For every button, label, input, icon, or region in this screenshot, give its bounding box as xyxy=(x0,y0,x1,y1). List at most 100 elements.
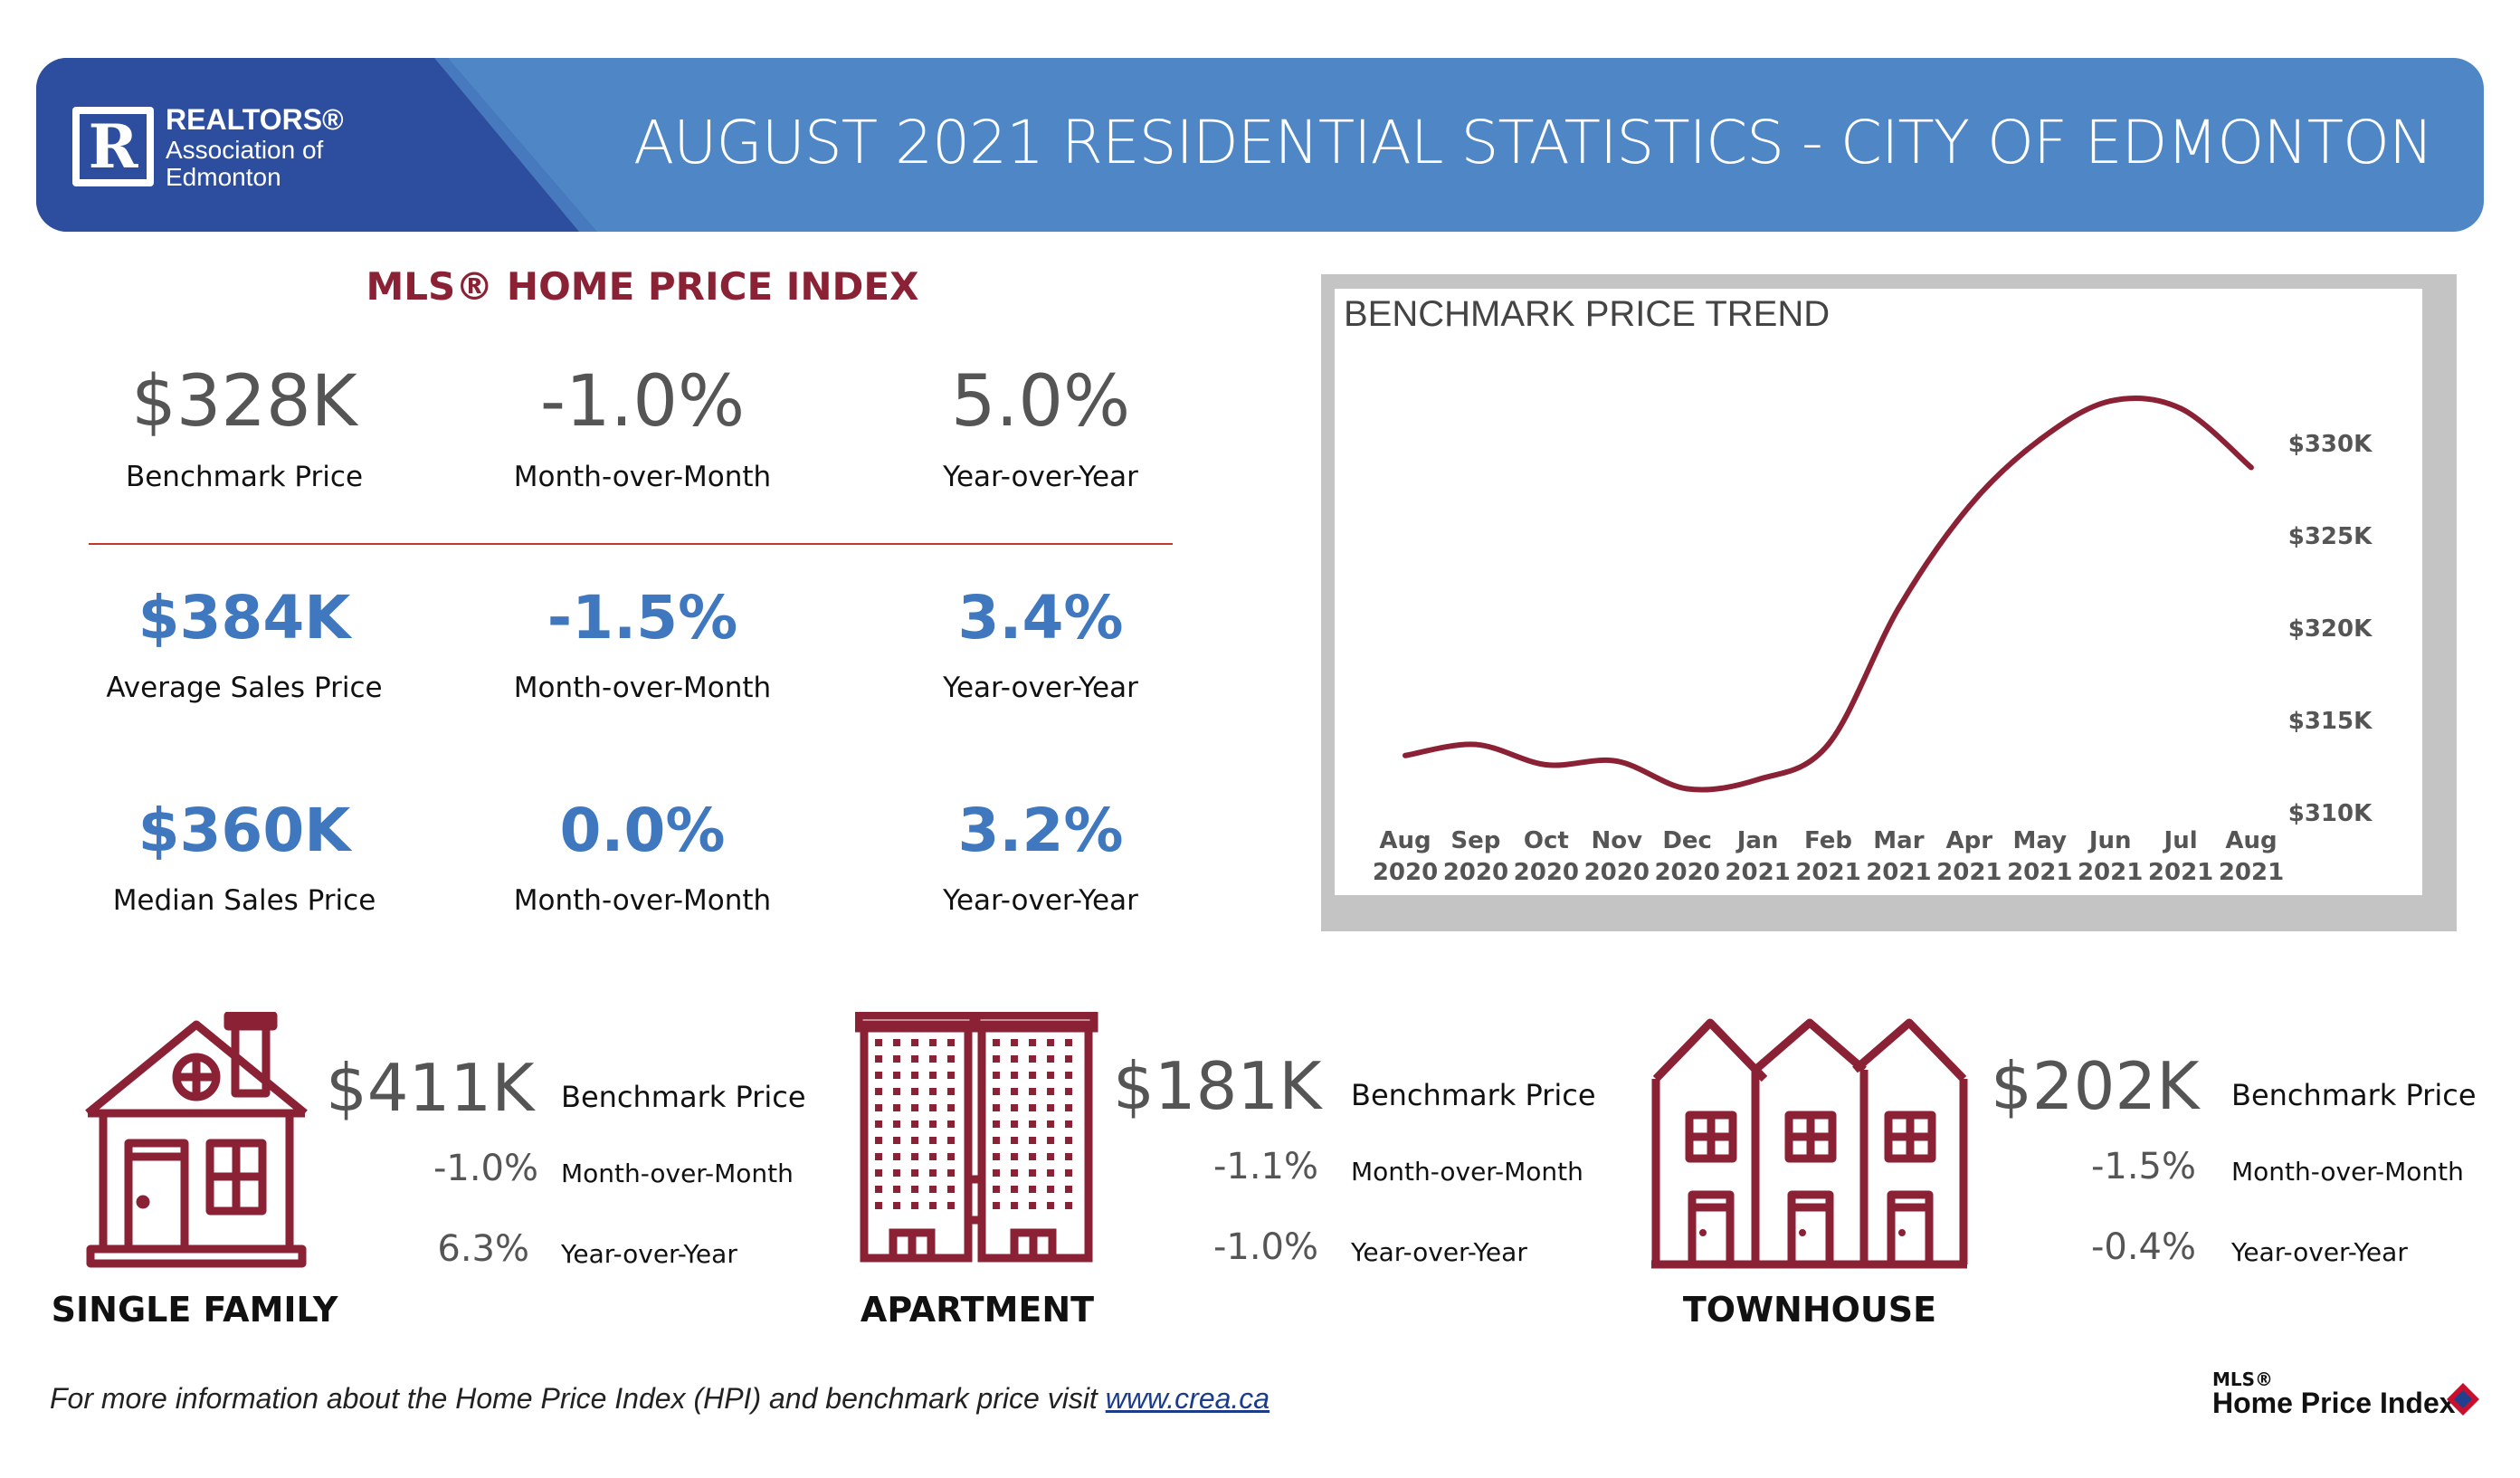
townhouse-mom: -1.5% xyxy=(2090,1146,2196,1187)
benchmark-price-stat: $328K Benchmark Price xyxy=(81,367,407,493)
single-family-benchmark: $411K xyxy=(326,1050,535,1126)
x-tick-month: May xyxy=(2012,827,2067,854)
stat-value: 3.2% xyxy=(957,796,1124,865)
apartment-benchmark-label: Benchmark Price xyxy=(1351,1078,1596,1112)
apartment-mom: -1.1% xyxy=(1212,1146,1318,1187)
townhouse-yoy-label: Year-over-Year xyxy=(2231,1237,2408,1267)
stat-label: Year-over-Year xyxy=(943,672,1138,704)
y-tick-label: $325K xyxy=(2288,523,2373,550)
crea-link[interactable]: www.crea.ca xyxy=(1105,1382,1270,1415)
data-point xyxy=(1472,741,1479,748)
stat-label: Month-over-Month xyxy=(513,461,772,493)
stat-label: Benchmark Price xyxy=(125,461,364,493)
x-tick-month: Apr xyxy=(1946,827,1993,854)
x-tick-month: Dec xyxy=(1662,827,1712,854)
x-tick-month: Jul xyxy=(2163,827,2198,854)
data-point xyxy=(2178,405,2184,412)
mls-logo-small-text: MLS® xyxy=(2212,1368,2274,1390)
y-tick-label: $310K xyxy=(2288,800,2373,827)
single-family-mom-label: Month-over-Month xyxy=(561,1159,794,1188)
x-tick-year: 2021 xyxy=(1866,859,1931,886)
x-tick-year: 2021 xyxy=(2007,859,2072,886)
data-point xyxy=(1825,741,1831,748)
data-point xyxy=(2107,398,2114,405)
logo-line-3: Edmonton xyxy=(166,163,281,191)
x-tick-month: Jan xyxy=(1735,827,1779,854)
x-tick-year: 2020 xyxy=(1584,859,1650,886)
data-point xyxy=(1754,777,1761,783)
mls-logo-text: Home Price Index xyxy=(2212,1387,2456,1419)
average-mom-stat: -1.5% Month-over-Month xyxy=(480,588,805,705)
single-family-benchmark-label: Benchmark Price xyxy=(561,1080,806,1114)
stat-label: Year-over-Year xyxy=(943,884,1138,917)
x-tick-year: 2020 xyxy=(1654,859,1719,886)
x-tick-month: Jun xyxy=(2087,827,2132,854)
townhouse-label: TOWNHOUSE xyxy=(1682,1290,1937,1330)
average-yoy-stat: 3.4% Year-over-Year xyxy=(878,583,1203,705)
apartment-benchmark: $181K xyxy=(1113,1048,1322,1124)
single-family-mom: -1.0% xyxy=(433,1148,538,1189)
median-price-stat: $360K Median Sales Price xyxy=(81,796,407,918)
average-price-stat: $384K Average Sales Price xyxy=(81,583,407,705)
stat-value: $384K xyxy=(138,583,351,653)
data-point xyxy=(1896,605,1902,611)
data-point xyxy=(1403,752,1408,758)
stat-value: -1.0% xyxy=(539,361,746,443)
stat-value: 5.0% xyxy=(950,361,1131,443)
apartment-yoy: -1.0% xyxy=(1212,1226,1318,1268)
single-family-yoy-label: Year-over-Year xyxy=(561,1239,737,1269)
single-family-label: SINGLE FAMILY xyxy=(51,1290,338,1330)
apartment-label: APARTMENT xyxy=(860,1290,1095,1330)
realtors-logo-icon[interactable]: R xyxy=(72,107,154,186)
stat-label: Month-over-Month xyxy=(513,884,772,917)
x-tick-month: Aug xyxy=(2225,827,2277,854)
chart-title: BENCHMARK PRICE TREND xyxy=(1344,294,1831,334)
y-tick-label: $330K xyxy=(2288,431,2373,458)
house-icon xyxy=(85,1012,308,1268)
x-tick-year: 2020 xyxy=(1373,859,1438,886)
header-banner: R REALTORS® Association of Edmonton AUGU… xyxy=(36,58,2484,232)
apartment-yoy-label: Year-over-Year xyxy=(1351,1237,1527,1267)
y-tick-label: $315K xyxy=(2288,708,2373,735)
y-tick-label: $320K xyxy=(2288,615,2373,643)
x-tick-month: Oct xyxy=(1524,827,1569,854)
data-point xyxy=(1684,786,1690,792)
x-tick-month: Sep xyxy=(1450,827,1500,854)
data-point xyxy=(1613,758,1620,764)
benchmark-trend-chart: $310K $315K $320K $325K $330K Aug 2020 Sep 2020 O… xyxy=(1373,395,2373,886)
data-point xyxy=(2249,464,2254,471)
stat-label: Median Sales Price xyxy=(112,884,376,917)
townhouse-icon xyxy=(1651,1018,1968,1269)
median-yoy-stat: 3.2% Year-over-Year xyxy=(878,796,1203,918)
x-tick-year: 2021 xyxy=(2148,859,2213,886)
stat-label: Year-over-Year xyxy=(943,461,1138,493)
x-tick-year: 2020 xyxy=(1443,859,1508,886)
mls-logo-icon xyxy=(2447,1383,2479,1416)
townhouse-benchmark-label: Benchmark Price xyxy=(2231,1078,2477,1112)
apartment-mom-label: Month-over-Month xyxy=(1351,1157,1583,1187)
x-tick-year: 2021 xyxy=(2219,859,2284,886)
footer-note: For more information about the Home Pric… xyxy=(50,1382,1270,1416)
benchmark-price-line xyxy=(1404,395,2253,793)
x-tick-year: 2021 xyxy=(1795,859,1860,886)
apartment-building-icon xyxy=(855,1012,1098,1263)
x-tick-month: Aug xyxy=(1379,827,1431,854)
logo-glyph: R xyxy=(88,111,138,182)
stat-label: Month-over-Month xyxy=(513,672,772,704)
page-title: AUGUST 2021 RESIDENTIAL STATISTICS - CIT… xyxy=(633,108,2433,177)
townhouse-mom-label: Month-over-Month xyxy=(2231,1157,2464,1187)
x-tick-year: 2021 xyxy=(1936,859,2002,886)
x-tick-year: 2021 xyxy=(2078,859,2143,886)
stat-value: 3.4% xyxy=(957,583,1124,653)
stat-label: Average Sales Price xyxy=(106,672,383,704)
x-tick-year: 2021 xyxy=(1725,859,1790,886)
x-tick-month: Mar xyxy=(1873,827,1924,854)
data-point xyxy=(1966,503,1973,510)
stat-value: $360K xyxy=(138,796,351,865)
x-tick-month: Nov xyxy=(1591,827,1642,854)
data-point xyxy=(1543,762,1549,768)
benchmark-yoy-stat: 5.0% Year-over-Year xyxy=(878,367,1203,493)
median-mom-stat: 0.0% Month-over-Month xyxy=(480,796,805,918)
stat-value: 0.0% xyxy=(559,796,726,865)
data-point xyxy=(2037,436,2043,443)
